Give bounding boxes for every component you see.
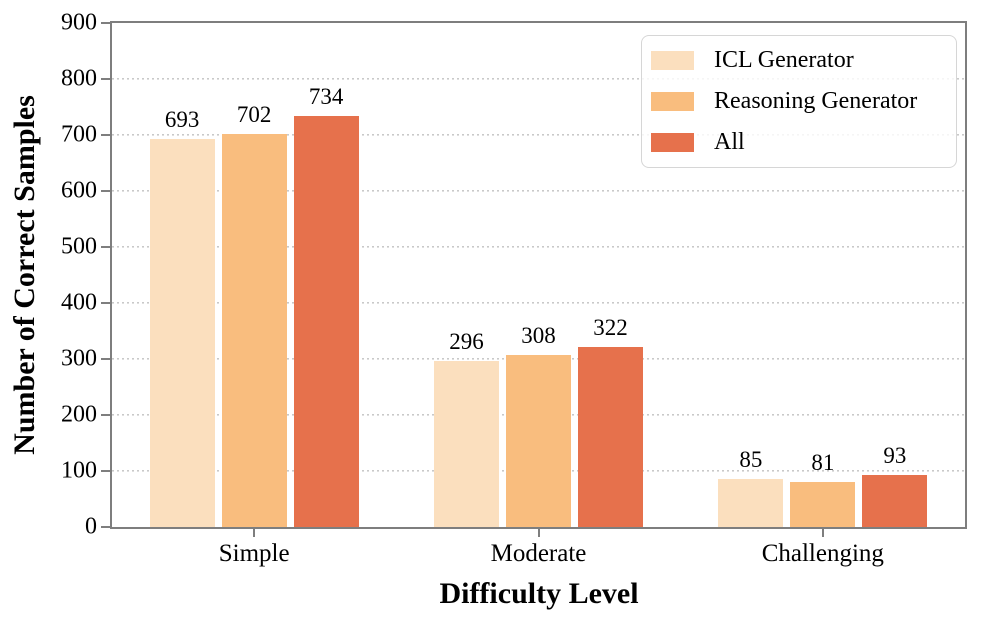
y-tick-mark [101, 22, 110, 24]
y-tick-mark [101, 526, 110, 528]
y-tick-label: 600 [61, 177, 97, 204]
bar-value-label: 322 [593, 314, 628, 340]
legend-item: ICL Generator [651, 47, 948, 74]
y-tick-label: 700 [61, 121, 97, 148]
legend-swatch [651, 133, 694, 152]
bar [221, 133, 287, 527]
legend-item: All [651, 129, 948, 156]
x-tick-mark [821, 529, 824, 537]
legend-label: ICL Generator [714, 47, 854, 73]
x-tick-label: Challenging [761, 540, 884, 567]
bar [293, 115, 359, 527]
gridline [112, 246, 965, 248]
legend-label: Reasoning Generator [714, 88, 918, 114]
bar-value-label: 85 [739, 447, 763, 473]
x-tick-mark [253, 529, 256, 537]
bar [862, 474, 928, 527]
bar-value-label: 734 [308, 83, 344, 109]
gridline [112, 134, 965, 136]
legend-swatch [651, 51, 694, 70]
x-tick-label: Simple [218, 540, 290, 567]
y-tick-mark [101, 470, 110, 472]
bar [718, 479, 784, 527]
x-tick-mark [537, 529, 540, 537]
gridline [112, 302, 965, 304]
bar-value-label: 296 [449, 329, 484, 355]
gridline [112, 78, 965, 80]
y-tick-mark [101, 414, 110, 416]
bar [578, 346, 643, 527]
bar-value-label: 308 [521, 322, 556, 348]
legend-swatch [651, 92, 694, 111]
bar-value-label: 93 [883, 442, 907, 468]
bar [790, 481, 856, 527]
y-tick-label: 300 [61, 345, 97, 372]
legend: ICL Generator Reasoning Generator All [641, 35, 957, 168]
y-tick-label: 900 [61, 9, 97, 36]
y-tick-label: 0 [85, 513, 97, 540]
gridline [112, 190, 965, 192]
bar [506, 354, 571, 527]
y-tick-label: 800 [61, 65, 97, 92]
y-tick-label: 400 [61, 289, 97, 316]
y-tick-mark [101, 358, 110, 360]
legend-label: All [714, 129, 745, 155]
plot-area: ICL Generator Reasoning Generator All 0 100… [61, 11, 967, 567]
y-tick-label: 200 [61, 401, 97, 428]
x-axis-title: Difficulty Level [439, 577, 639, 610]
y-tick-mark [101, 190, 110, 192]
y-axis-title: Number of Correct Samples [8, 95, 41, 455]
y-tick-mark [101, 78, 110, 80]
x-tick-label: Moderate [490, 540, 587, 567]
y-tick-label: 100 [61, 457, 97, 484]
bar-value-label: 81 [811, 449, 835, 475]
bar-value-label: 702 [236, 101, 272, 127]
y-tick-label: 500 [61, 233, 97, 260]
y-tick-mark [101, 302, 110, 304]
bar-value-label: 693 [164, 106, 200, 132]
y-tick-mark [101, 134, 110, 136]
y-tick-mark [101, 246, 110, 248]
legend-item: Reasoning Generator [651, 88, 948, 115]
bar [149, 138, 215, 527]
bar [434, 361, 499, 527]
